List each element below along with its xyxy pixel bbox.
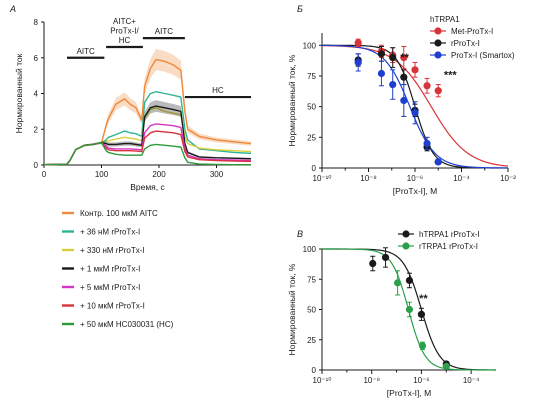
data-point	[400, 53, 408, 62]
y-tick-label: 50	[307, 103, 316, 112]
y-axis-title-a: Нормированный ток	[14, 53, 24, 133]
legend-label: rTRPA1 rProTx-I	[419, 242, 478, 251]
y-tick-label: 25	[307, 336, 316, 345]
data-point	[369, 259, 377, 268]
data-point	[389, 53, 397, 62]
data-point	[423, 82, 431, 90]
data-point	[405, 305, 414, 314]
data-point	[434, 158, 442, 166]
legend-label: Met-ProTx-I	[451, 27, 493, 36]
legend-label: ProTx-I (Smartox)	[451, 51, 515, 60]
y-tick-label: 50	[307, 306, 316, 315]
data-point	[442, 362, 450, 370]
data-point	[400, 96, 408, 105]
data-point	[381, 253, 390, 262]
chart-a-legend: Контр. 100 мкМ AITC + 36 нМ rProTx-I + 330…	[62, 209, 174, 329]
y-axis-title: Нормированный ток, %	[287, 263, 297, 355]
y-tick-label-a: 2	[34, 125, 39, 134]
x-tick-label-a: 300	[210, 170, 224, 179]
y-tick-label-a: 8	[34, 18, 39, 27]
legend-marker	[434, 51, 442, 59]
legend-label: + 1 мкМ rProTx-I	[80, 265, 140, 274]
x-tick-label: 10⁻⁶	[413, 376, 429, 385]
data-point	[411, 109, 419, 117]
y-tick-label: 100	[303, 245, 317, 254]
data-point	[405, 276, 414, 285]
x-axis-title-a: Время, с	[130, 182, 165, 192]
trace-line	[43, 141, 251, 166]
legend-label: hTRPA1 rProTx-I	[419, 230, 480, 239]
legend-marker	[434, 27, 442, 35]
x-tick-label: 10⁻⁶	[407, 174, 423, 183]
x-tick-label: 10⁻¹⁰	[313, 174, 332, 183]
x-axis-title: [ProTx-I], M	[393, 186, 437, 196]
y-tick-label-a: 4	[34, 90, 39, 99]
significance-mark: **	[400, 52, 409, 64]
error-band	[44, 100, 251, 165]
significance-mark: ***	[444, 69, 458, 81]
data-point	[400, 73, 408, 81]
data-point	[394, 279, 402, 287]
y-tick-label: 100	[303, 41, 317, 50]
legend-title: hTRPA1	[430, 15, 460, 24]
data-point	[411, 66, 419, 74]
x-tick-label: 10⁻⁸	[360, 174, 377, 183]
x-tick-label-a: 200	[152, 170, 166, 179]
legend-label: + 10 мкМ rProTx-I	[80, 302, 145, 311]
x-tick-label: 10⁻⁴	[453, 174, 470, 183]
legend-label: + 5 мкМ rProTx-I	[80, 283, 140, 292]
application-label: ProTx-I/	[110, 27, 139, 36]
data-point	[389, 80, 397, 89]
legend-label: Контр. 100 мкМ AITC	[80, 209, 158, 218]
panel-c-label: В	[297, 229, 303, 239]
x-tick-label: 10⁻¹⁰	[313, 376, 332, 385]
x-tick-label-a: 100	[95, 170, 109, 179]
application-label: HC	[119, 36, 131, 45]
x-axis-title: [ProTx-I], M	[387, 388, 431, 398]
data-point	[417, 310, 426, 318]
y-tick-label: 0	[312, 366, 317, 375]
legend-label: + 36 нМ rProTx-I	[80, 228, 140, 237]
application-label: AITC	[77, 47, 95, 56]
legend-marker	[402, 230, 410, 238]
legend-marker	[434, 39, 442, 47]
chart-b-dose-response: 0 25 50 75 100 10⁻¹⁰ 10⁻⁸ 10⁻⁶ 10⁻⁴ 10⁻² [ProTx-I]…	[287, 15, 516, 196]
significance-mark: **	[419, 293, 428, 305]
data-point	[354, 39, 362, 47]
y-tick-label: 75	[307, 72, 316, 81]
panel-a-label: A	[9, 4, 16, 14]
chart-c-dose-response: 0 25 50 75 100 10⁻¹⁰ 10⁻⁸ 10⁻⁶ 10⁻⁴ [ProTx-I], M Н…	[287, 230, 496, 398]
panel-b-label: Б	[297, 4, 303, 14]
legend-label: + 50 мкМ HC030031 (HC)	[80, 320, 174, 329]
y-tick-label-a: 6	[34, 54, 39, 63]
y-tick-label-a: 0	[34, 161, 39, 170]
legend-label: + 330 нМ rProTx-I	[80, 246, 145, 255]
y-tick-label: 75	[307, 275, 316, 284]
data-point	[423, 139, 431, 148]
data-point	[354, 58, 362, 67]
y-axis-title: Нормированный ток, %	[287, 54, 297, 146]
application-label: HC	[212, 86, 224, 95]
x-tick-label-a: 0	[42, 170, 47, 179]
y-tick-label: 25	[307, 133, 316, 142]
data-point	[377, 69, 386, 78]
data-point	[418, 342, 427, 350]
data-point	[434, 87, 442, 95]
legend-label: rProTx-I	[451, 39, 480, 48]
application-label: AITC+	[113, 17, 136, 26]
chart-a-traces: 0 2 4 6 8 0 100 200 300 Время, с Нормированный ток…	[14, 17, 252, 192]
x-tick-label: 10⁻⁴	[463, 376, 480, 385]
x-tick-label: 10⁻²	[500, 174, 516, 183]
application-label: AITC	[155, 27, 173, 36]
legend-marker	[402, 242, 410, 250]
x-tick-label: 10⁻⁸	[363, 376, 380, 385]
data-point	[377, 50, 386, 58]
y-tick-label: 0	[312, 164, 317, 173]
